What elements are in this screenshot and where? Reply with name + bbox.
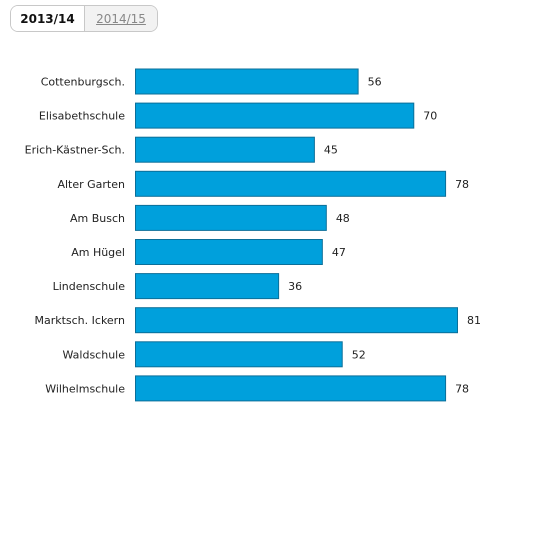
bar[interactable] xyxy=(135,375,447,402)
tab-2014-15[interactable]: 2014/15 xyxy=(84,6,157,31)
value-label: 81 xyxy=(467,314,481,327)
category-label: Waldschule xyxy=(63,348,126,361)
category-label: Cottenburgsch. xyxy=(41,76,125,89)
category-label: Erich-Kästner-Sch. xyxy=(25,144,125,157)
season-tabs: 2013/14 2014/15 xyxy=(10,5,158,32)
category-label: Elisabethschule xyxy=(39,110,125,123)
bar[interactable] xyxy=(135,204,327,231)
category-label: Wilhelmschule xyxy=(45,382,125,395)
value-label: 36 xyxy=(288,280,302,293)
category-label: Am Hügel xyxy=(71,246,125,259)
value-label: 70 xyxy=(423,110,437,123)
bar[interactable] xyxy=(135,307,458,334)
bar[interactable] xyxy=(135,136,315,163)
tab-2013-14[interactable]: 2013/14 xyxy=(11,6,84,31)
category-label: Am Busch xyxy=(70,212,125,225)
bar[interactable] xyxy=(135,273,280,300)
value-label: 45 xyxy=(324,144,338,157)
bar[interactable] xyxy=(135,341,343,368)
bar[interactable] xyxy=(135,68,359,95)
category-label: Lindenschule xyxy=(53,280,126,293)
value-label: 52 xyxy=(352,348,366,361)
value-label: 78 xyxy=(455,178,469,191)
value-label: 47 xyxy=(332,246,346,259)
category-label: Marktsch. Ickern xyxy=(34,314,125,327)
value-label: 56 xyxy=(368,76,382,89)
value-label: 48 xyxy=(336,212,350,225)
bar[interactable] xyxy=(135,170,447,197)
category-label: Alter Garten xyxy=(57,178,125,191)
bar[interactable] xyxy=(135,239,323,265)
bar[interactable] xyxy=(135,102,415,129)
value-label: 78 xyxy=(455,382,469,395)
